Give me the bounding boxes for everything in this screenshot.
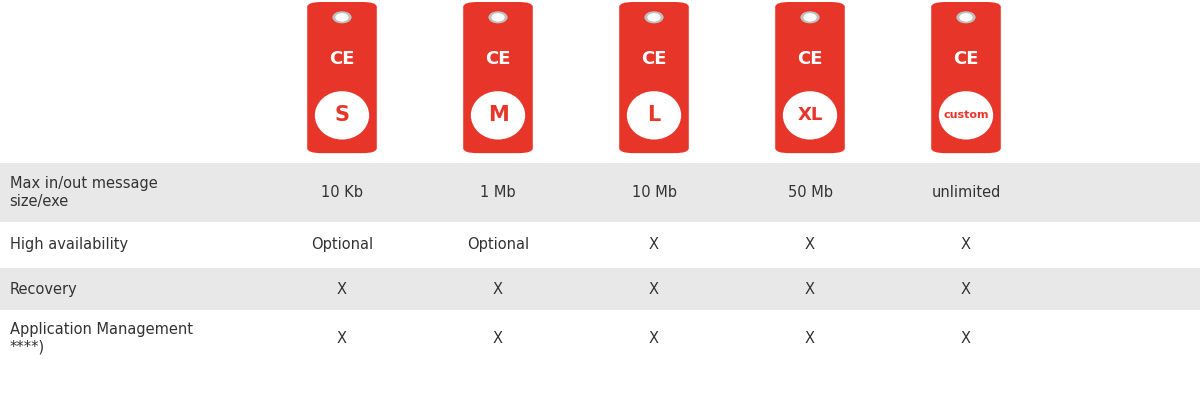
Text: 1 Mb: 1 Mb <box>480 185 516 200</box>
Text: High availability: High availability <box>10 237 127 252</box>
Text: 10 Kb: 10 Kb <box>320 185 362 200</box>
Ellipse shape <box>938 91 994 139</box>
Ellipse shape <box>956 11 976 23</box>
Text: X: X <box>337 331 347 346</box>
Text: X: X <box>337 282 347 297</box>
Text: Max in/out message
size/exe: Max in/out message size/exe <box>10 176 157 209</box>
Ellipse shape <box>470 91 526 139</box>
Text: unlimited: unlimited <box>931 185 1001 200</box>
FancyBboxPatch shape <box>0 224 1200 266</box>
Text: Application Management
****): Application Management ****) <box>10 322 192 355</box>
Ellipse shape <box>335 13 348 21</box>
Text: CE: CE <box>641 50 667 69</box>
Ellipse shape <box>648 13 661 21</box>
Text: X: X <box>805 237 815 252</box>
Ellipse shape <box>314 91 370 139</box>
Ellipse shape <box>332 11 352 23</box>
Text: CE: CE <box>329 50 355 69</box>
Text: X: X <box>493 331 503 346</box>
Text: X: X <box>805 331 815 346</box>
FancyBboxPatch shape <box>0 312 1200 365</box>
Text: XL: XL <box>797 106 823 125</box>
FancyBboxPatch shape <box>775 2 845 153</box>
Ellipse shape <box>960 13 973 21</box>
Text: custom: custom <box>943 110 989 120</box>
Text: 50 Mb: 50 Mb <box>787 185 833 200</box>
Text: 10 Mb: 10 Mb <box>631 185 677 200</box>
FancyBboxPatch shape <box>0 268 1200 310</box>
Text: CE: CE <box>485 50 511 69</box>
Text: Optional: Optional <box>467 237 529 252</box>
Text: X: X <box>493 282 503 297</box>
Text: CE: CE <box>797 50 823 69</box>
FancyBboxPatch shape <box>0 163 1200 222</box>
Ellipse shape <box>800 11 820 23</box>
Text: X: X <box>961 282 971 297</box>
Text: X: X <box>649 282 659 297</box>
Text: M: M <box>487 105 509 125</box>
FancyBboxPatch shape <box>307 2 377 153</box>
Text: X: X <box>961 331 971 346</box>
FancyBboxPatch shape <box>619 2 689 153</box>
Text: Optional: Optional <box>311 237 373 252</box>
Ellipse shape <box>782 91 838 139</box>
FancyBboxPatch shape <box>463 2 533 153</box>
Ellipse shape <box>492 13 505 21</box>
Ellipse shape <box>804 13 817 21</box>
Ellipse shape <box>626 91 682 139</box>
Ellipse shape <box>488 11 508 23</box>
Text: X: X <box>961 237 971 252</box>
Text: L: L <box>647 105 661 125</box>
Ellipse shape <box>644 11 664 23</box>
Text: X: X <box>649 237 659 252</box>
Text: X: X <box>649 331 659 346</box>
Text: S: S <box>335 105 349 125</box>
Text: CE: CE <box>953 50 979 69</box>
Text: X: X <box>805 282 815 297</box>
Text: Recovery: Recovery <box>10 282 77 297</box>
FancyBboxPatch shape <box>931 2 1001 153</box>
